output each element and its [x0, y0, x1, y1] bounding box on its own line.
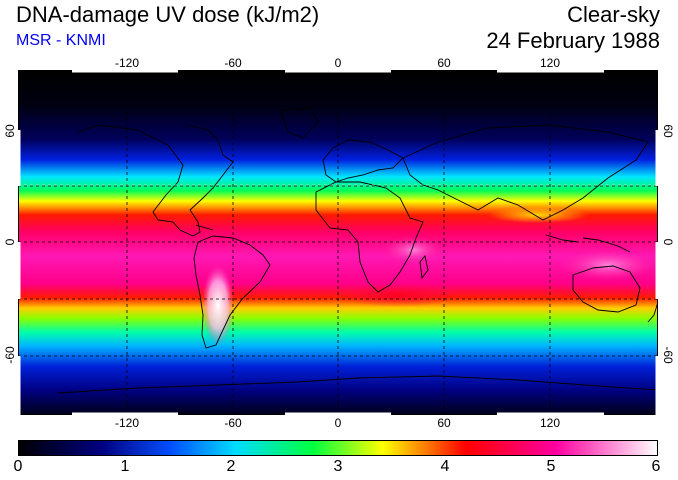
atlantic-red-band	[338, 283, 458, 307]
andes-high-dose	[202, 265, 234, 345]
pacific-high-dose	[558, 249, 658, 281]
color-scale-tick: 2	[226, 458, 236, 475]
color-scale-frame	[18, 440, 658, 456]
asia-yellow-band	[488, 207, 588, 223]
lon-label-top: 60	[437, 56, 451, 70]
lat-label-right: -60	[661, 346, 675, 364]
graticule	[18, 70, 658, 415]
lon-label-bottom: 60	[437, 416, 451, 430]
color-scale-tick: 0	[13, 458, 23, 475]
lon-label-bottom: -60	[224, 416, 242, 430]
color-scale-tick: 4	[440, 458, 450, 475]
color-scale-gradient	[18, 440, 658, 456]
sky-condition: Clear-sky	[567, 2, 660, 27]
map-date: 24 February 1988	[486, 28, 660, 53]
coastlines	[57, 107, 658, 394]
color-scale-bar	[18, 440, 658, 456]
color-scale-tick: 6	[651, 458, 661, 475]
dose-field	[18, 70, 658, 415]
lat-label-left: 0	[3, 238, 17, 246]
lon-label-bottom: 120	[539, 416, 561, 430]
map-title: DNA-damage UV dose (kJ/m2)	[16, 2, 320, 27]
uv-dose-map	[18, 70, 658, 415]
lat-label-left: -60	[3, 346, 17, 364]
lon-label-top: -60	[224, 56, 242, 70]
color-scale-tick: 3	[333, 458, 343, 475]
edge-ticks	[18, 70, 658, 415]
color-scale-tick: 1	[120, 458, 130, 475]
lon-label-top: -120	[114, 56, 140, 70]
lat-label-left: 60	[3, 124, 17, 138]
lon-label-bottom: -120	[114, 416, 140, 430]
lat-label-right: 60	[661, 124, 675, 138]
color-scale-tick: 5	[546, 458, 556, 475]
lat-label-right: 0	[661, 238, 675, 246]
africa-high-dose	[383, 236, 443, 264]
lon-label-bottom: 0	[334, 416, 342, 430]
lon-label-top: 0	[334, 56, 342, 70]
lon-label-top: 120	[539, 56, 561, 70]
map-subtitle: MSR - KNMI	[16, 32, 106, 49]
